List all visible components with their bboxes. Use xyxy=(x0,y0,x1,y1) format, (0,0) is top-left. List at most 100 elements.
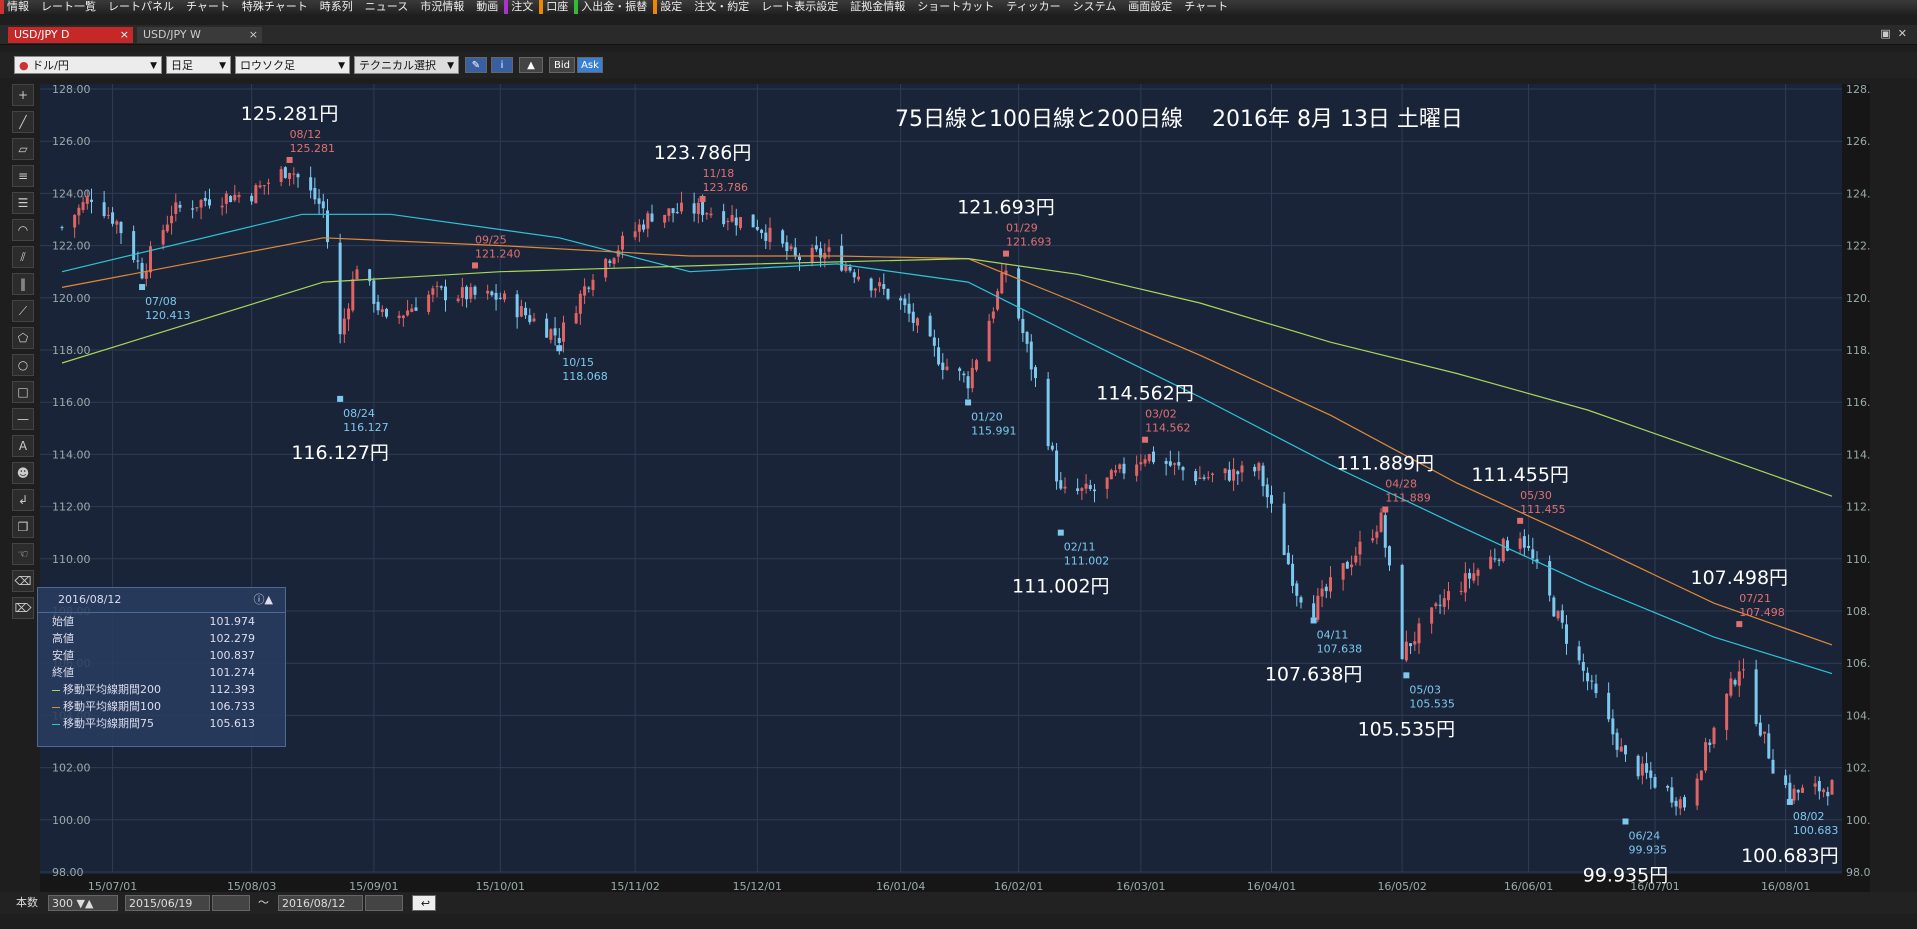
menu-item-9[interactable]: 注文 xyxy=(504,0,539,14)
candle-body xyxy=(755,226,759,230)
info-icon[interactable]: i xyxy=(491,57,513,73)
candle-body xyxy=(1822,789,1826,793)
price-chart[interactable]: 98.00 98.00 100.00 100.00 102.00 102.00 104.00… xyxy=(40,84,1870,894)
pentagon-icon[interactable]: ⬠ xyxy=(12,327,34,349)
menu-item-19[interactable]: 画面設定 xyxy=(1128,0,1173,13)
eraser-all-icon[interactable]: ⌦ xyxy=(12,597,34,619)
menu-item-20[interactable]: チャート xyxy=(1184,0,1229,13)
menu-item-5[interactable]: 時系列 xyxy=(319,0,353,13)
candle-body xyxy=(612,258,616,264)
tab-usdjpy-daily[interactable]: USD/JPY D × xyxy=(8,27,133,43)
menu-item-6[interactable]: ニュース xyxy=(364,0,409,13)
candle-body xyxy=(161,229,165,245)
period-label: 日足 xyxy=(171,59,193,72)
ruler-icon[interactable]: ▱ xyxy=(12,138,34,160)
candle-body xyxy=(439,286,443,288)
trendline-icon[interactable]: ╱ xyxy=(12,111,34,133)
candle-body xyxy=(220,205,224,208)
menu-item-13[interactable]: 注文・約定 xyxy=(694,0,750,13)
menu-item-16[interactable]: ショートカット xyxy=(917,0,995,13)
fibonacci-arc-icon[interactable]: ◠ xyxy=(12,219,34,241)
icon-stamp-icon[interactable]: ☻ xyxy=(12,462,34,484)
currency-pair-select[interactable]: ● ドル/円 ▼ xyxy=(14,56,162,74)
extreme-value-label: 123.786 xyxy=(703,181,749,194)
candle-body xyxy=(119,222,123,234)
menu-item-4[interactable]: 特殊チャート xyxy=(241,0,308,13)
y-tick-label-right: 106.00 xyxy=(1846,657,1870,670)
candle-body xyxy=(233,194,237,201)
from-date-field[interactable]: 2015/06/19 xyxy=(125,895,210,911)
candle-body xyxy=(195,207,199,209)
stepper-icon[interactable]: ▼▲ xyxy=(76,897,94,910)
menu-item-1[interactable]: レート一覧 xyxy=(41,0,96,13)
fan-icon[interactable]: ⫽ xyxy=(12,246,34,268)
info-value: 105.613 xyxy=(209,717,256,730)
reset-icon[interactable]: ↩ xyxy=(412,895,436,911)
bar-count-stepper[interactable]: 300 ▼▲ xyxy=(48,895,118,911)
to-time-field[interactable] xyxy=(365,895,403,911)
menu-item-0[interactable]: 情報 xyxy=(0,0,35,14)
menu-item-14[interactable]: レート表示設定 xyxy=(761,0,839,13)
channel-icon[interactable]: ☰ xyxy=(12,192,34,214)
circle-icon[interactable]: ○ xyxy=(12,354,34,376)
rectangle-icon[interactable]: □ xyxy=(12,381,34,403)
line-icon[interactable]: — xyxy=(12,408,34,430)
y-tick-label-left: 128.00 xyxy=(52,84,91,96)
from-time-field[interactable] xyxy=(212,895,250,911)
chart-type-select[interactable]: ロウソク足 ▼ xyxy=(235,56,350,74)
candle-body xyxy=(1649,770,1653,778)
y-tick-label-left: 124.00 xyxy=(52,187,91,200)
candle-body xyxy=(1830,780,1834,795)
x-tick-label: 15/10/01 xyxy=(476,880,525,893)
count-label: 本数 xyxy=(16,896,38,909)
extreme-value-label: 99.935 xyxy=(1629,843,1668,856)
candle-body xyxy=(814,245,818,250)
crosshair-icon[interactable]: + xyxy=(12,84,34,106)
to-date-field[interactable]: 2016/08/12 xyxy=(278,895,363,911)
maximize-icon[interactable]: ▣ xyxy=(1880,27,1891,40)
close-icon[interactable]: × xyxy=(119,28,129,41)
arrow-icon[interactable]: ↲ xyxy=(12,489,34,511)
area-chart-icon[interactable]: ▲ xyxy=(519,57,543,73)
pen-icon[interactable]: ✎ xyxy=(465,57,487,73)
y-tick-label-left: 102.00 xyxy=(52,762,91,775)
candle-body xyxy=(1063,486,1067,489)
menu-item-10[interactable]: 口座 xyxy=(539,0,574,14)
candle-body xyxy=(667,208,671,216)
eraser-icon[interactable]: ⌫ xyxy=(12,570,34,592)
info-collapse-icon[interactable]: ⓘ▲ xyxy=(253,593,273,606)
technical-select[interactable]: テクニカル選択 ▼ xyxy=(354,56,459,74)
candle-body xyxy=(798,256,801,261)
menu-item-17[interactable]: ティッカー xyxy=(1006,0,1061,13)
menu-item-7[interactable]: 市況情報 xyxy=(420,0,465,13)
menu-item-12[interactable]: 設定 xyxy=(653,0,688,14)
menu-item-8[interactable]: 動画 xyxy=(476,0,499,13)
candle-body xyxy=(1586,672,1590,682)
horizontal-line-icon[interactable]: ≡ xyxy=(12,165,34,187)
candle-body xyxy=(1501,538,1505,562)
menu-item-11[interactable]: 入出金・振替 xyxy=(574,0,653,14)
vertical-lines-icon[interactable]: ‖ xyxy=(12,273,34,295)
ask-button[interactable]: Ask xyxy=(577,57,603,73)
candle-body xyxy=(1577,646,1581,661)
period-select[interactable]: 日足 ▼ xyxy=(166,56,231,74)
hand-icon[interactable]: ☜ xyxy=(12,543,34,565)
menu-item-15[interactable]: 証拠金情報 xyxy=(850,0,906,13)
close-icon[interactable]: × xyxy=(248,28,258,41)
x-tick-label: 16/03/01 xyxy=(1116,880,1165,893)
pitchfork-icon[interactable]: ⟋ xyxy=(12,300,34,322)
candle-body xyxy=(397,315,401,319)
menu-item-3[interactable]: チャート xyxy=(186,0,230,13)
candle-body xyxy=(650,213,654,222)
menu-item-2[interactable]: レートパネル xyxy=(108,0,174,13)
bid-button[interactable]: Bid xyxy=(549,57,575,73)
text-icon[interactable]: A xyxy=(12,435,34,457)
info-row: 移動平均線期間100 106.733 xyxy=(38,698,285,715)
candle-body xyxy=(199,199,203,208)
candle-body xyxy=(73,214,77,228)
menu-item-18[interactable]: システム xyxy=(1072,0,1117,13)
copy-icon[interactable]: ❐ xyxy=(12,516,34,538)
tab-usdjpy-weekly[interactable]: USD/JPY W × xyxy=(137,27,262,43)
candle-body xyxy=(857,276,860,280)
close-window-icon[interactable]: ✕ xyxy=(1897,27,1907,40)
